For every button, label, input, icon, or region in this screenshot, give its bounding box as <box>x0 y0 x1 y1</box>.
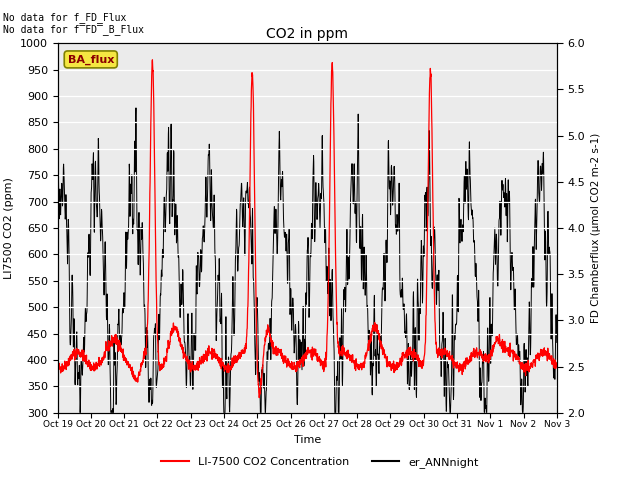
X-axis label: Time: Time <box>294 435 321 445</box>
Y-axis label: FD Chamberflux (μmol CO2 m-2 s-1): FD Chamberflux (μmol CO2 m-2 s-1) <box>591 133 600 323</box>
Text: No data for f̅FD̅_B_Flux: No data for f̅FD̅_B_Flux <box>3 24 144 35</box>
Text: No data for f_FD_Flux: No data for f_FD_Flux <box>3 12 127 23</box>
Y-axis label: LI7500 CO2 (ppm): LI7500 CO2 (ppm) <box>4 177 14 279</box>
Title: CO2 in ppm: CO2 in ppm <box>266 27 348 41</box>
Legend: LI-7500 CO2 Concentration, er_ANNnight: LI-7500 CO2 Concentration, er_ANNnight <box>157 452 483 472</box>
Text: BA_flux: BA_flux <box>68 54 114 64</box>
